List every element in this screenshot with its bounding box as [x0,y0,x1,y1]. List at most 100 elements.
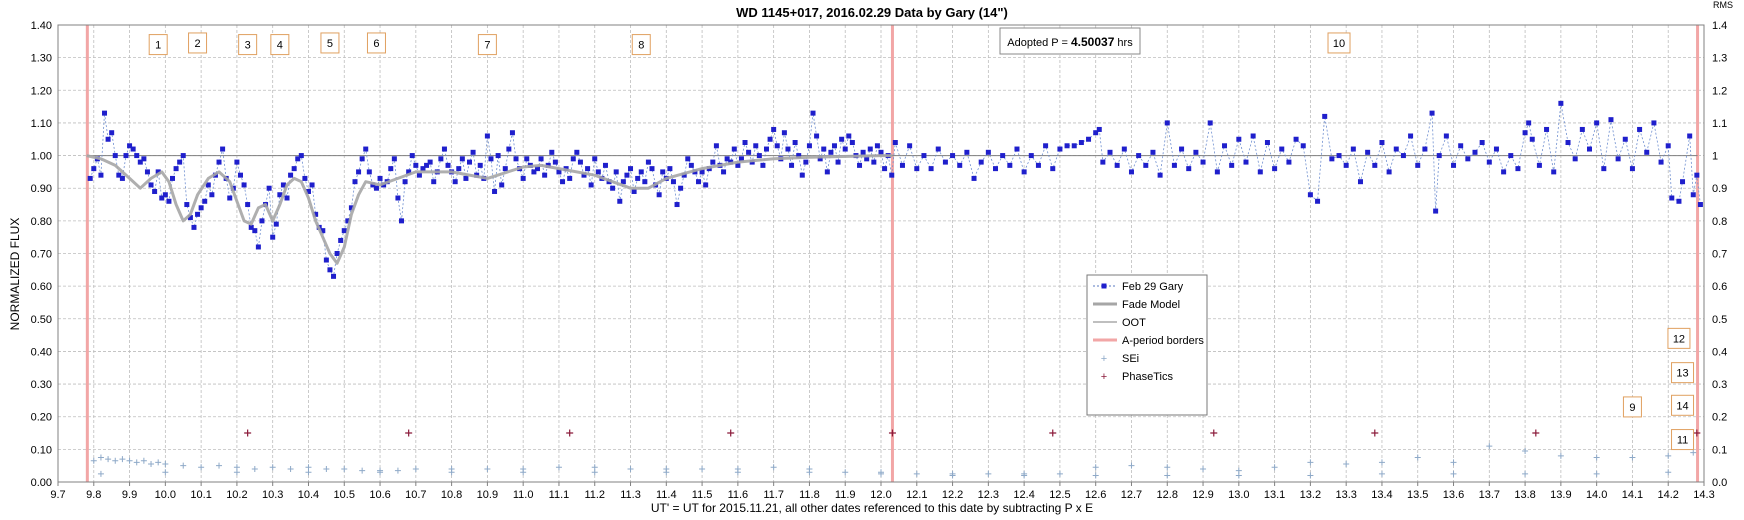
sei-point [1056,470,1063,477]
y-tick-label: 0.20 [31,412,52,424]
flux-point [678,185,684,191]
flux-point [831,143,837,149]
flux-point [1128,169,1134,175]
flux-point [1329,156,1335,162]
flux-point [334,251,340,256]
sei-point [1593,470,1600,477]
flux-point [298,153,304,159]
flux-point [1615,156,1621,162]
y2-tick-label: 0.9 [1712,183,1727,195]
legend-label-a-period-borders: A-period borders [1122,335,1204,347]
flux-point [835,159,841,165]
sei-point [287,465,294,472]
flux-point [806,143,812,149]
flux-point [1293,136,1299,142]
flux-point [1501,169,1507,175]
flux-point [771,126,777,132]
flux-point [538,156,544,162]
x-tick-label: 12.3 [978,489,999,501]
flux-point [209,192,215,198]
flux-point [792,140,798,146]
x-tick-label: 10.7 [405,489,426,501]
flux-point [624,172,630,178]
flux-point [345,218,351,224]
flux-point [1422,146,1428,152]
flux-point [237,172,243,178]
x-tick-label: 13.8 [1514,489,1535,501]
flux-point [109,130,115,136]
y-tick-label: 0.00 [31,477,52,489]
flux-point [921,153,927,159]
flux-point [1343,162,1349,168]
x-tick-label: 11.8 [799,489,820,501]
flux-point [839,136,845,142]
dip-label-box [270,34,290,56]
flux-point [1465,156,1471,162]
flux-point [1515,166,1521,172]
flux-point [391,156,397,162]
flux-point [177,159,183,165]
flux-point [1322,113,1328,119]
x-tick-label: 11.0 [513,489,534,501]
flux-point [721,169,727,175]
sei-point [1414,454,1421,461]
flux-point [824,169,830,175]
flux-point [1536,162,1542,168]
flux-point [935,146,941,152]
axes: 9.7 9.8 9.9 10.0 10.1 10.2 10.3 10.4 10.5 10.6 10.… [31,20,1728,501]
y2-tick-label: 0.0 [1712,477,1727,489]
flux-point [1186,166,1192,172]
flux-point [577,159,583,165]
flux-point [1071,143,1077,149]
flux-point [205,182,211,188]
flux-point [331,273,337,279]
flux-point [366,169,372,175]
dip-label-box [148,34,168,56]
flux-point [1078,140,1084,146]
dip-label-box [1622,396,1642,418]
flux-point [1594,120,1600,126]
flux-point [774,143,780,149]
flux-point [1000,153,1006,159]
flux-point [155,169,161,175]
phase-tic [1371,429,1379,437]
dip-label-box [188,32,208,54]
flux-point [1529,136,1535,142]
flux-point [878,149,884,155]
flux-point [899,162,905,168]
period-annotation-prefix: Adopted P = [1007,37,1071,49]
sei-point [1450,470,1457,477]
dip-label-box [477,34,497,56]
flux-point [424,162,430,168]
flux-point [252,228,258,234]
a-period-borders [85,25,1700,482]
flux-point [441,146,447,152]
flux-point [130,146,136,152]
flux-point [1451,162,1457,168]
flux-point [1601,166,1607,172]
flux-point [710,159,716,165]
sei-point [1021,472,1028,479]
sei-point [1557,452,1564,459]
sei-point [251,465,258,472]
flux-point [1379,140,1385,146]
flux-point [602,162,608,168]
x-tick-label: 11.5 [692,489,713,501]
flux-point [724,156,730,162]
sei-point [1128,462,1135,469]
phase-tic [727,429,735,437]
svg-text:Adopted P = 4.50037 hrs: Adopted P = 4.50037 hrs [1007,35,1133,49]
flux-point [116,172,122,178]
flux-point [1629,166,1635,172]
legend-label-fade-model: Fade Model [1122,299,1180,311]
y-tick-label: 0.90 [31,183,52,195]
flux-point [1171,162,1177,168]
dip-label-text: 10 [1333,38,1345,50]
x-tick-label: 10.6 [369,489,390,501]
flux-point [1493,146,1499,152]
flux-point [1479,140,1485,146]
flux-point [799,172,805,178]
flux-point [499,182,505,188]
flux-point [524,156,530,162]
flux-point [1086,136,1092,142]
